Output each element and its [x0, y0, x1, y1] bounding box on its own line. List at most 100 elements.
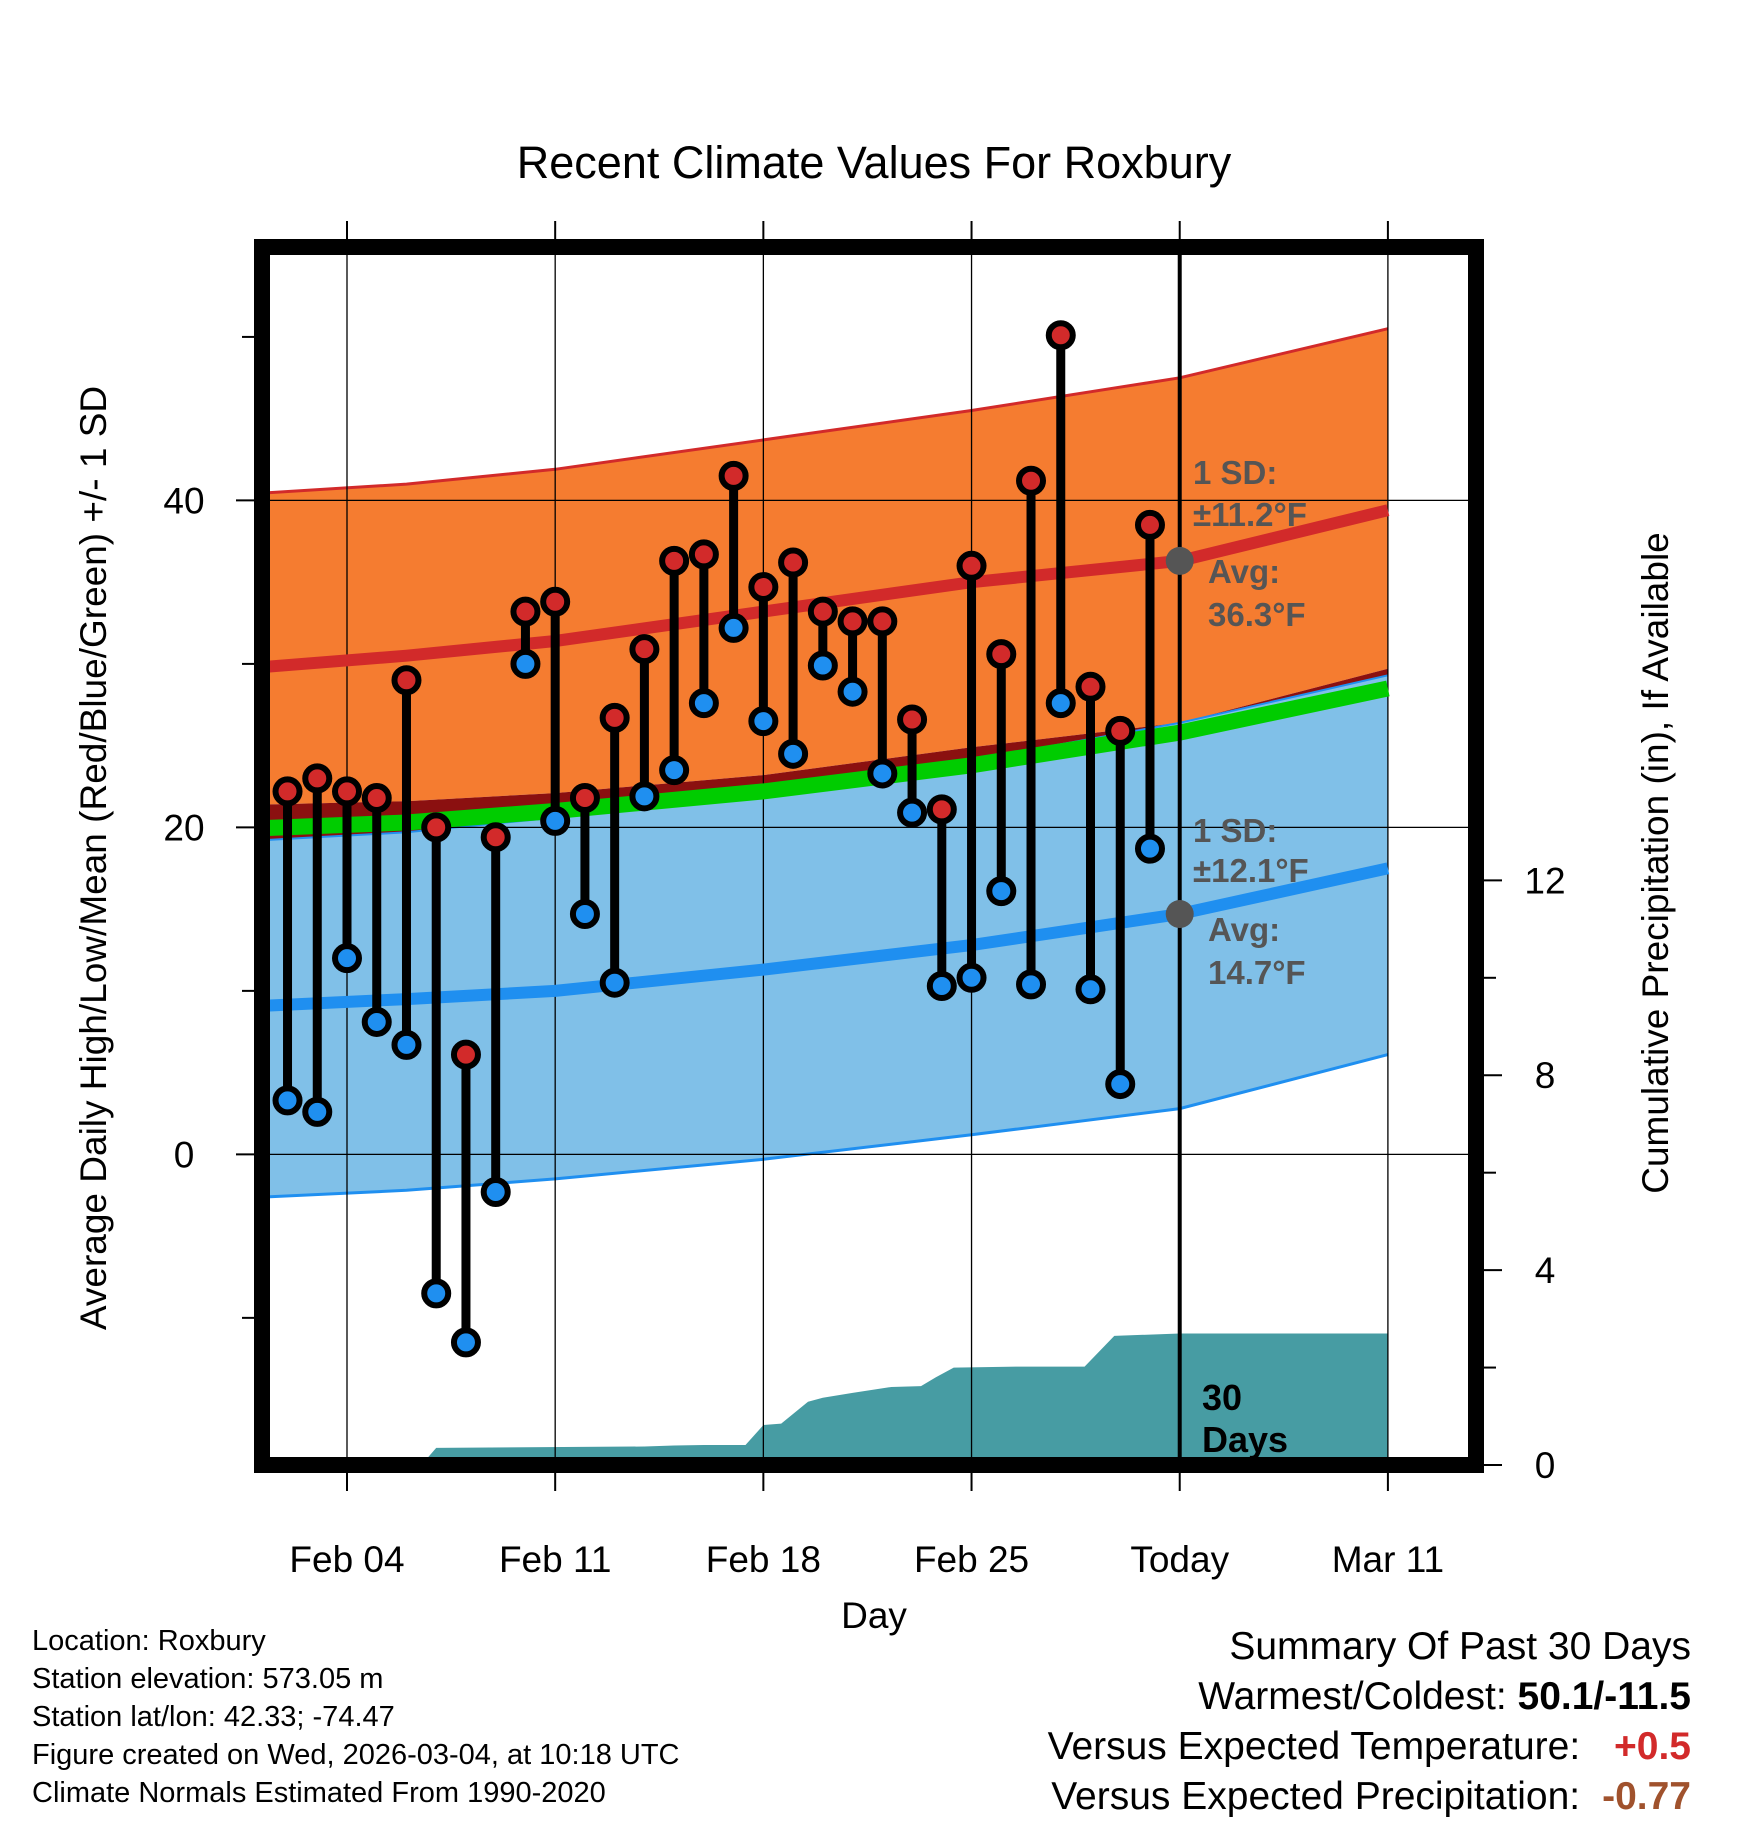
warm-cold-label: Warmest/Coldest: [1198, 1675, 1507, 1718]
warm-cold-value: 50.1/-11.5 [1517, 1675, 1691, 1718]
y-axis-label-left: Average Daily High/Low/Mean (Red/Blue/Gr… [73, 386, 114, 1330]
daily-low-point [332, 943, 362, 974]
daily-low-point [897, 797, 928, 828]
daily-high-point [391, 665, 422, 696]
daily-high-point [302, 763, 333, 794]
daily-high-point [718, 460, 749, 491]
daily-low-point [450, 1327, 481, 1358]
daily-low-point [1105, 1069, 1136, 1100]
daily-low-point [1045, 688, 1076, 719]
daily-low-point [391, 1029, 422, 1060]
daily-high-point [629, 634, 660, 665]
daily-low-point [510, 648, 541, 679]
low-sd-value: ±12.1°F [1193, 852, 1309, 889]
daily-high-point [332, 776, 362, 807]
x-tick-label: Feb 04 [289, 1539, 404, 1580]
daily-high-point [807, 596, 838, 627]
high-avg-label: Avg: [1208, 553, 1280, 590]
daily-low-point [569, 899, 600, 930]
temp-label: Versus Expected Temperature: [1047, 1725, 1581, 1768]
precip-value: -0.77 [1602, 1775, 1691, 1818]
x-tick-label: Feb 18 [706, 1539, 821, 1580]
plot-border [254, 239, 1484, 1473]
y-left-tick-label: 40 [163, 480, 204, 521]
x-tick-label: Mar 11 [1332, 1539, 1444, 1580]
daily-high-point [1105, 715, 1136, 746]
y-left-tick-label: 0 [174, 1134, 195, 1175]
y-right-tick-label: 8 [1535, 1055, 1556, 1096]
x-tick-label: Today [1130, 1539, 1229, 1580]
summary-temp: Versus Expected Temperature: +0.5 [1048, 1722, 1691, 1772]
summary-precip: Versus Expected Precipitation: -0.77 [1048, 1772, 1691, 1822]
axes: Feb 04 Feb 11 Feb 18 Feb 25 Today Mar 1102040… [163, 221, 1566, 1580]
daily-high-point [510, 596, 541, 627]
daily-high-point [450, 1039, 481, 1070]
daily-high-point [1134, 509, 1165, 540]
summary-title: Summary Of Past 30 Days [1229, 1625, 1691, 1668]
info-created: Figure created on Wed, 2026-03-04, at 10… [32, 1739, 680, 1771]
today-high-avg-marker [1165, 546, 1194, 575]
daily-high-point [748, 572, 779, 603]
daily-low-point [659, 755, 690, 786]
daily-high-point [1016, 465, 1047, 496]
daily-low-point [1075, 974, 1106, 1005]
daily-observations [272, 320, 1165, 1358]
daily-low-point [926, 970, 957, 1001]
low-sd-band [262, 675, 1388, 1198]
daily-low-point [837, 676, 868, 707]
daily-low-point [867, 758, 898, 789]
daily-low-point [540, 805, 571, 836]
info-normals: Climate Normals Estimated From 1990-2020 [32, 1777, 606, 1809]
precip-days-count: 30 [1202, 1377, 1242, 1418]
low-avg-label: Avg: [1208, 911, 1280, 948]
high-sd-value: ±11.2°F [1193, 496, 1307, 533]
plot-frame [254, 239, 1484, 1473]
daily-low-point [361, 1006, 392, 1037]
precip-label: Versus Expected Precipitation: [1051, 1775, 1581, 1818]
daily-high-point [569, 782, 600, 813]
info-location: Location: Roxbury [32, 1625, 266, 1657]
high-avg-value: 36.3°F [1208, 596, 1306, 633]
daily-high-point [926, 794, 957, 825]
daily-low-point [718, 612, 749, 643]
today-low-avg-marker [1165, 900, 1194, 929]
daily-low-point [599, 967, 630, 998]
daily-low-point [778, 738, 809, 769]
x-tick-label: Feb 25 [914, 1539, 1029, 1580]
daily-high-point [659, 545, 690, 576]
daily-high-point [540, 586, 571, 617]
daily-high-point [480, 822, 511, 853]
y-right-tick-label: 12 [1524, 860, 1565, 901]
daily-high-point [1045, 320, 1076, 351]
low-avg-value: 14.7°F [1208, 954, 1306, 991]
daily-high-point [272, 776, 303, 807]
daily-high-point [361, 782, 392, 813]
summary-panel: Summary Of Past 30 Days Warmest/Coldest:… [1048, 1622, 1691, 1822]
daily-low-point [1134, 833, 1165, 864]
daily-low-point [421, 1278, 452, 1309]
precip-area [262, 1333, 1388, 1465]
info-latlon: Station lat/lon: 42.33; -74.47 [32, 1701, 395, 1733]
high-sd-label: 1 SD: [1193, 454, 1277, 491]
temp-value: +0.5 [1614, 1725, 1691, 1768]
daily-low-point [302, 1096, 333, 1127]
daily-low-point [807, 650, 838, 681]
x-axis-label: Day [841, 1595, 907, 1636]
precip-area-group [262, 1333, 1388, 1465]
low-sd-label: 1 SD: [1193, 812, 1277, 849]
daily-low-point [688, 688, 719, 719]
high-sd-band [262, 328, 1388, 805]
daily-low-point [748, 706, 779, 737]
daily-high-point [897, 704, 928, 735]
daily-high-point [1075, 671, 1106, 702]
daily-high-point [421, 812, 452, 843]
info-elevation: Station elevation: 573.05 m [32, 1663, 384, 1695]
daily-high-point [837, 606, 868, 637]
chart-title: Recent Climate Values For Roxbury [517, 137, 1232, 188]
daily-low-point [986, 876, 1017, 907]
summary-warm-cold: Warmest/Coldest: 50.1/-11.5 [1048, 1672, 1691, 1722]
band-overlap [262, 668, 1388, 841]
daily-low-point [1016, 969, 1047, 1000]
